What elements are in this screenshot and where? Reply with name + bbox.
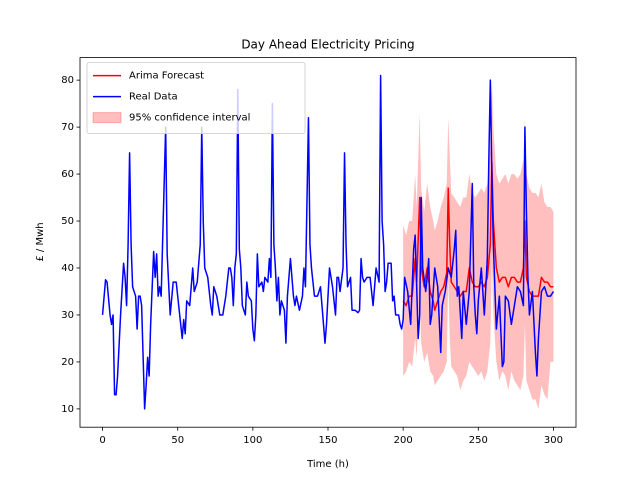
- x-tick-label: 200: [394, 435, 413, 446]
- legend-label: 95% confidence interval: [129, 113, 250, 124]
- y-tick-label: 50: [61, 216, 74, 227]
- x-tick-label: 150: [318, 435, 337, 446]
- legend-label: Arima Forecast: [129, 71, 204, 82]
- x-tick-label: 100: [243, 435, 262, 446]
- series-line: [402, 161, 554, 312]
- y-tick-label: 80: [61, 75, 74, 86]
- y-tick-label: 60: [61, 169, 74, 180]
- chart-title: Day Ahead Electricity Pricing: [241, 38, 414, 52]
- series-line: [101, 74, 555, 410]
- y-tick-label: 30: [61, 310, 74, 321]
- x-tick-label: 0: [99, 435, 105, 446]
- y-tick-label: 70: [61, 122, 74, 133]
- legend: Arima Forecast Real Data 95% confidence in…: [86, 62, 306, 134]
- y-tick-label: 10: [61, 404, 74, 415]
- x-axis-label: Time (h): [306, 459, 349, 470]
- y-axis-label: £ / Mwh: [35, 222, 46, 261]
- y-tick-label: 20: [61, 357, 74, 368]
- x-tick-label: 300: [544, 435, 563, 446]
- x-tick-label: 250: [469, 435, 488, 446]
- confidence-band: [403, 80, 554, 409]
- plot-area: 0 50 100 150 200 250 300 10 20 30 40 50 60 70 80 Arima …: [61, 57, 577, 446]
- legend-swatch: [92, 112, 122, 124]
- y-tick-label: 40: [61, 263, 74, 274]
- legend-frame: [86, 62, 306, 134]
- x-tick-label: 50: [171, 435, 184, 446]
- legend-label: Real Data: [129, 92, 178, 103]
